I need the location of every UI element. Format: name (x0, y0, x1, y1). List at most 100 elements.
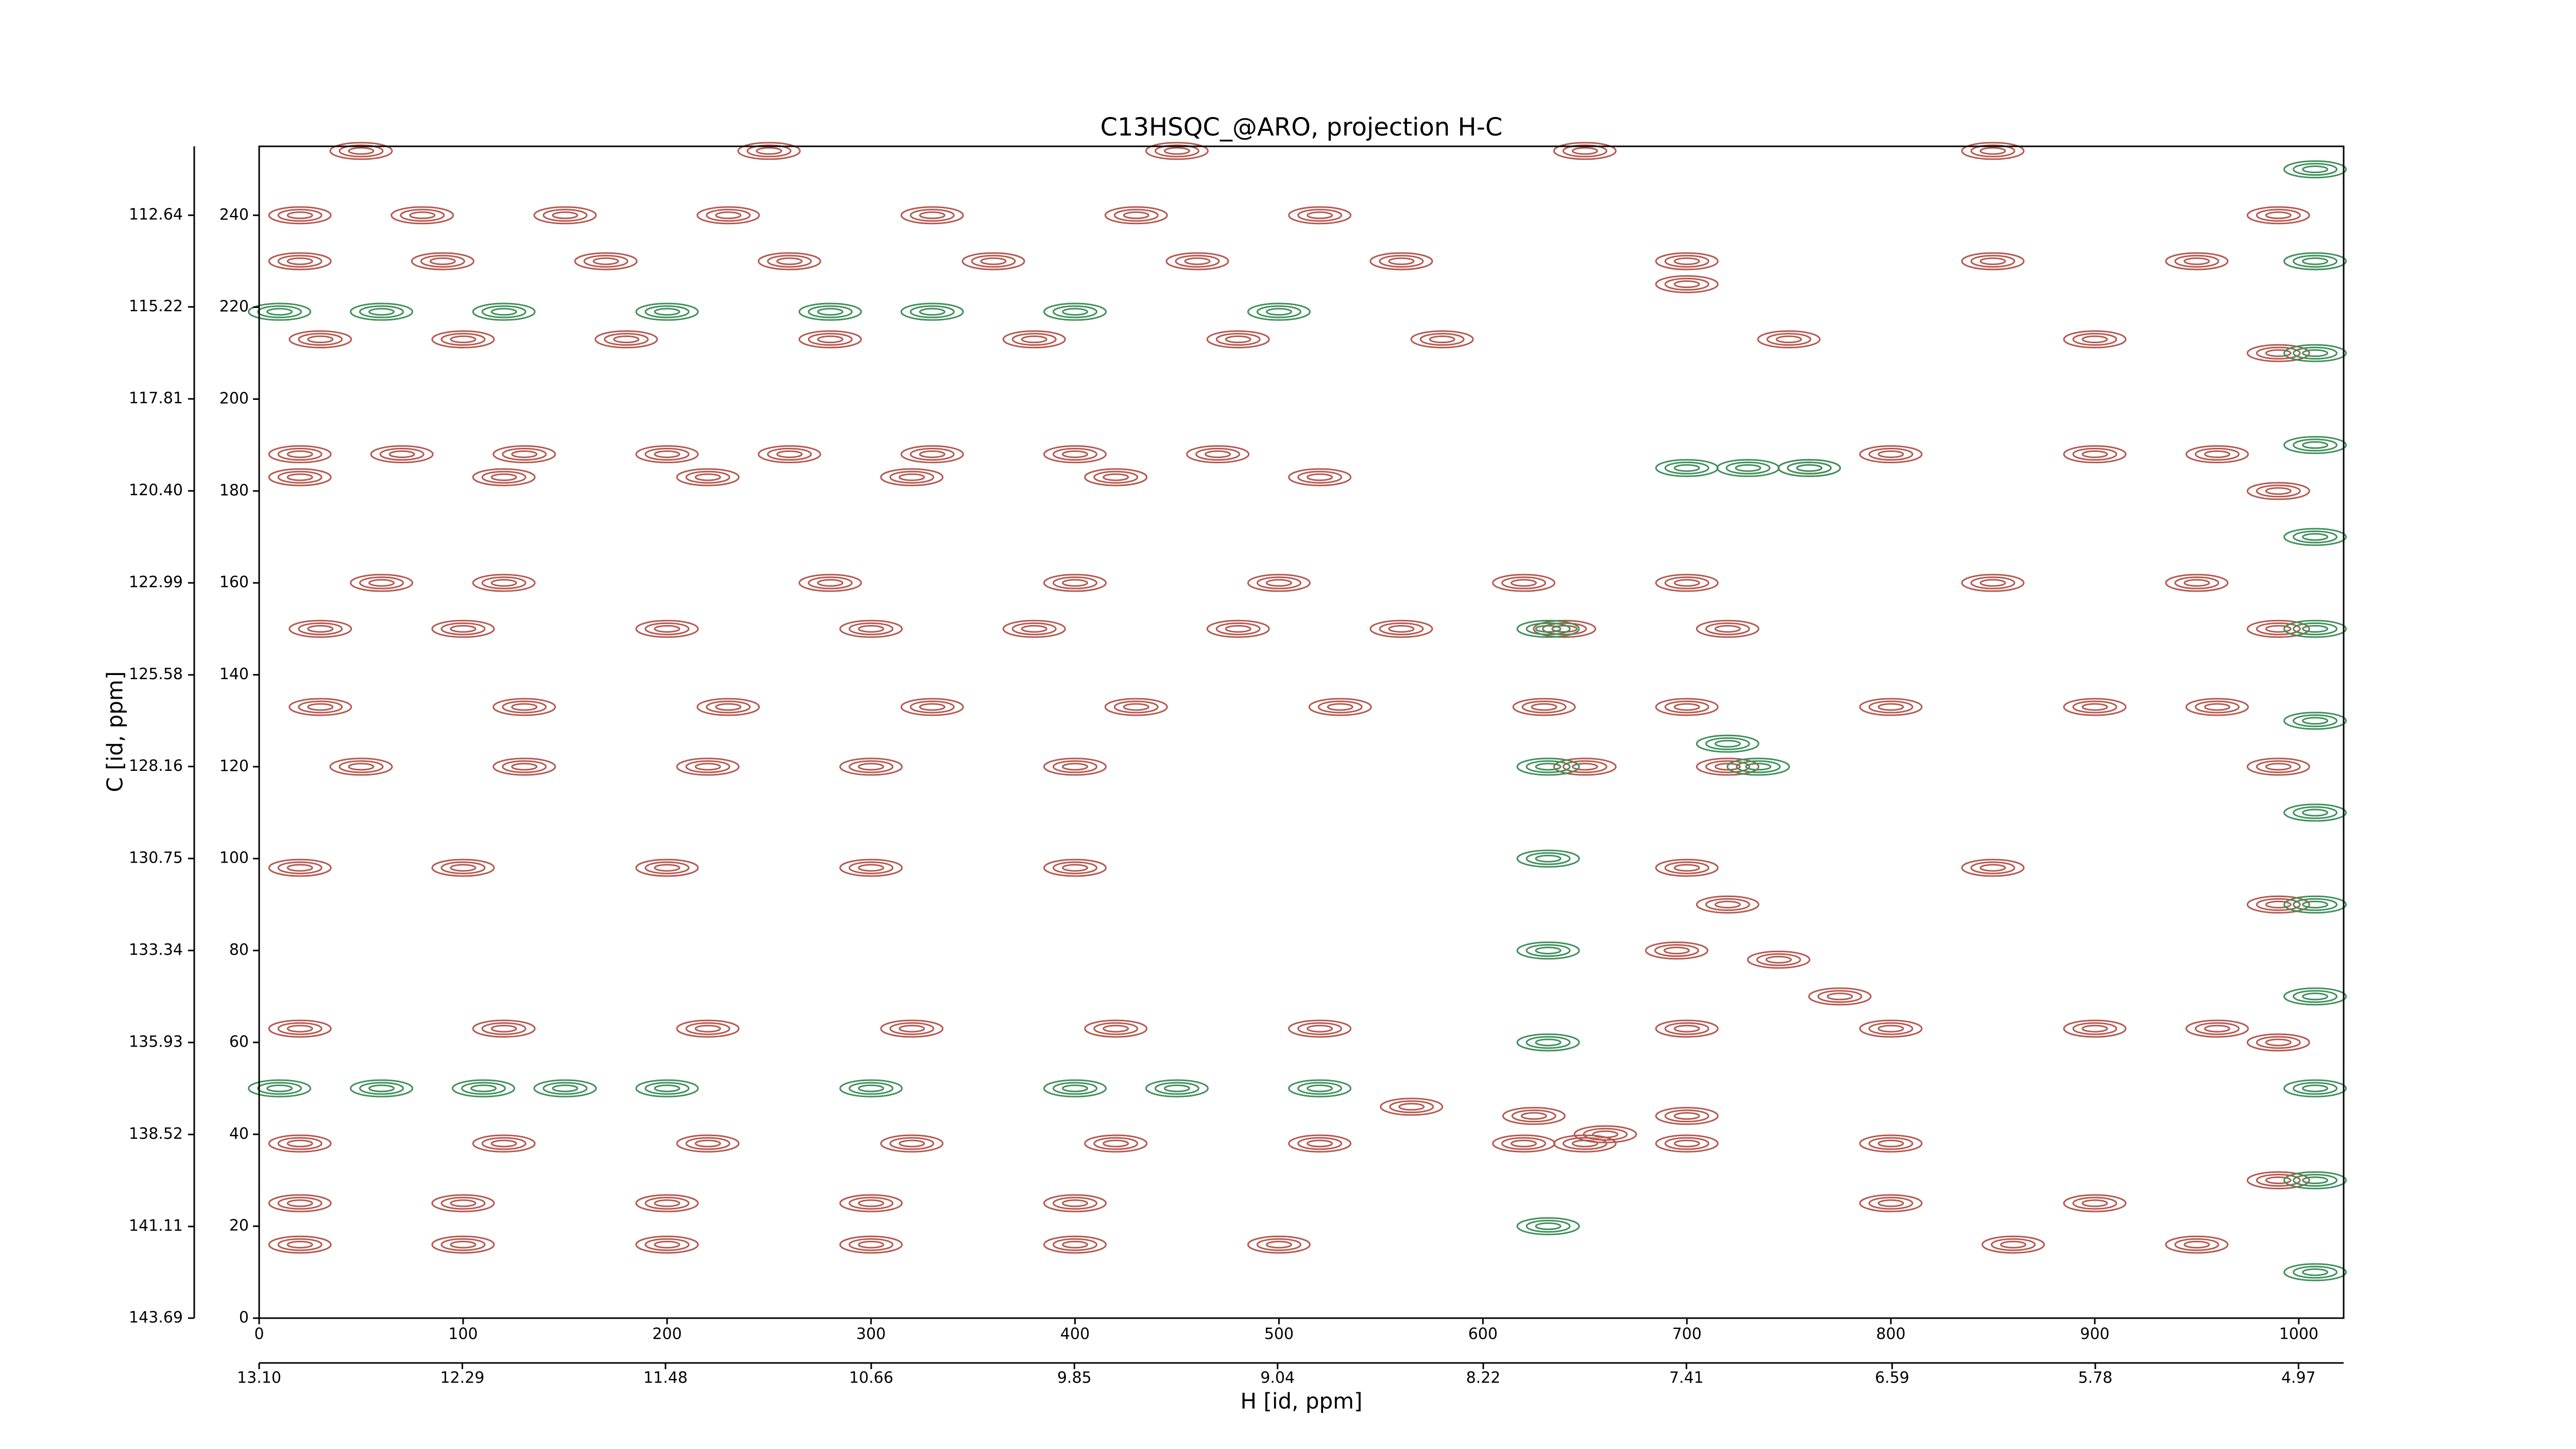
contour-level (2265, 763, 2292, 771)
contour-level (1979, 257, 2006, 265)
peak (574, 252, 638, 271)
contour-level (817, 335, 843, 344)
peak (595, 330, 658, 349)
peak (839, 757, 903, 776)
contour-level (1512, 698, 1576, 716)
contour-level (1256, 1238, 1301, 1251)
contour-level (2265, 625, 2292, 633)
contour-level (307, 625, 334, 633)
peak (2283, 1263, 2347, 1282)
peak (798, 574, 862, 592)
contour-level (1002, 619, 1066, 638)
peak (1655, 252, 1719, 271)
peak (2283, 619, 2347, 638)
contour-level (1654, 944, 1699, 957)
contour-level (490, 1024, 517, 1033)
contour-level (2072, 447, 2117, 461)
contour-level (1379, 255, 1424, 268)
y-tick-label: 20 (229, 1217, 249, 1235)
contour-level (2293, 255, 2338, 268)
peak (431, 1235, 495, 1254)
peak (268, 1235, 332, 1254)
contour-level (1696, 895, 1759, 914)
peak (798, 302, 862, 321)
contour-level (1673, 464, 1700, 472)
peak (248, 302, 312, 321)
contour-level (388, 450, 415, 458)
peak (1104, 698, 1168, 716)
contour-level (858, 1084, 885, 1092)
contour-level (849, 1082, 894, 1095)
peak (1961, 858, 2025, 877)
contour-level (1186, 445, 1250, 463)
contour-level (858, 1199, 885, 1207)
contour-level (1155, 1082, 1200, 1095)
peak (839, 1235, 903, 1254)
contour-level (900, 302, 964, 321)
contour-level (552, 211, 579, 220)
contour-level (1516, 757, 1580, 776)
peak (1961, 142, 2025, 160)
contour-level (2081, 335, 2108, 344)
peak (1043, 302, 1107, 321)
peak (2185, 1019, 2249, 1038)
peak (2283, 252, 2347, 271)
contour-level (839, 858, 903, 877)
x2-tick-label: 9.04 (1260, 1369, 1295, 1387)
y-tick-label: 160 (219, 574, 249, 592)
x2-tick-label: 11.48 (643, 1369, 688, 1387)
contour-level (1673, 1112, 1700, 1120)
contour-level (1664, 278, 1709, 291)
contour-level (676, 468, 740, 486)
contour-level (654, 625, 681, 633)
contour-level (1673, 1024, 1700, 1033)
contour-level (1571, 763, 1598, 771)
contour-level (737, 142, 801, 160)
contour-level (289, 698, 352, 716)
y2-tick-label: 128.16 (129, 757, 183, 775)
contour-level (1673, 257, 1700, 265)
peak (1206, 619, 1270, 638)
contour-level (1516, 941, 1580, 960)
contour-level (1961, 142, 2025, 160)
contour-level (431, 330, 495, 349)
contour-level (2063, 1194, 2127, 1212)
contour-level (694, 1024, 721, 1033)
contour-level (1053, 1238, 1098, 1251)
contour-level (307, 335, 334, 344)
contour-level (400, 209, 445, 222)
peak (2246, 757, 2310, 776)
contour-level (2072, 333, 2117, 346)
contour-level (277, 1238, 323, 1251)
contour-level (2293, 1082, 2338, 1095)
contour-level (1225, 335, 1251, 344)
contour-level (338, 144, 384, 158)
contour-level (2302, 165, 2329, 174)
y2-tick-label: 138.52 (129, 1125, 183, 1143)
contour-level (1307, 1139, 1333, 1148)
contour-level (1011, 333, 1057, 346)
peak (2246, 619, 2310, 638)
peak (1696, 734, 1759, 753)
contour-level (635, 302, 699, 321)
contour-level (2185, 698, 2249, 716)
contour-level (1868, 447, 1913, 461)
contour-level (1535, 854, 1562, 863)
contour-level (1664, 1109, 1709, 1123)
peak (839, 858, 903, 877)
contour-level (450, 1240, 477, 1249)
contour-level (1021, 335, 1047, 344)
contour-level (1991, 1238, 2036, 1251)
peak (1084, 1134, 1148, 1153)
contour-level (1307, 1024, 1333, 1033)
contour-level (635, 445, 699, 463)
peak (431, 330, 495, 349)
contour-level (613, 335, 640, 344)
contour-level (1655, 1107, 1719, 1125)
contour-level (1380, 1098, 1444, 1116)
contour-level (1673, 1139, 1700, 1148)
contour-level (798, 302, 862, 321)
y2-tick-label: 135.93 (129, 1033, 183, 1051)
contour-level (889, 1137, 935, 1150)
contour-level (1043, 574, 1107, 592)
